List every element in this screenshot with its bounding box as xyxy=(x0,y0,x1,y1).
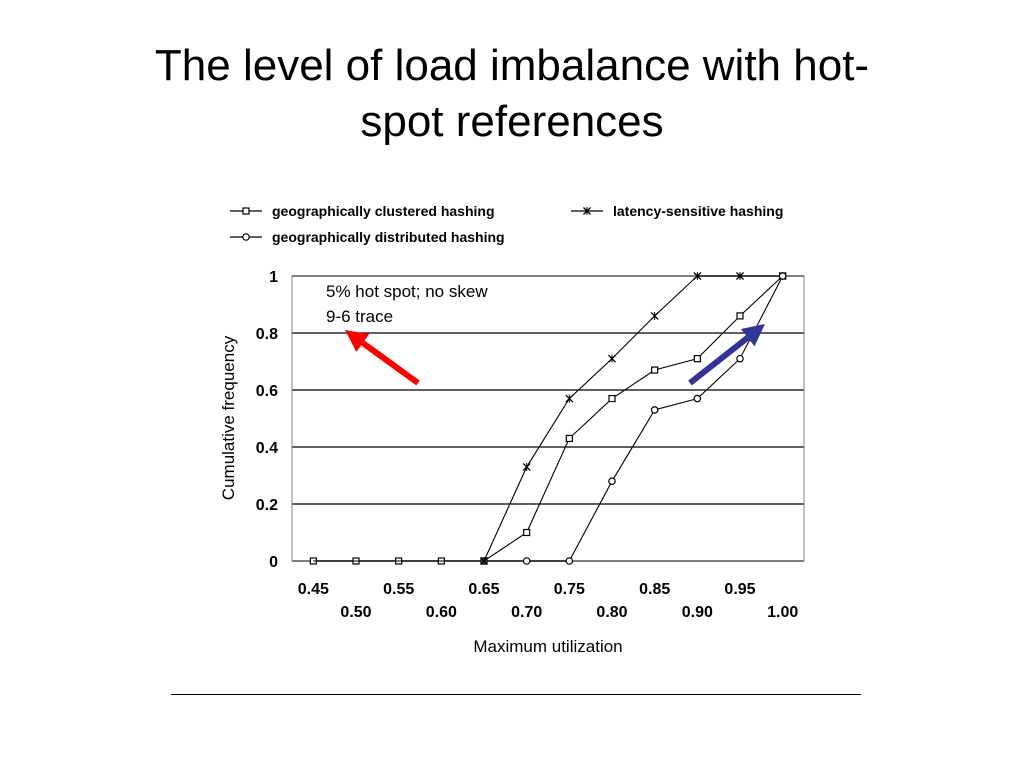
x-tick-labels: 0.45 0.50 0.55 0.60 0.65 0.70 0.75 0.80 0.85 0.90… xyxy=(298,581,799,621)
point-circle-1 xyxy=(565,557,574,565)
point-star-2 xyxy=(565,394,574,403)
legend-marker-circle xyxy=(242,233,250,241)
point-square-10 xyxy=(736,312,744,320)
x-tick-label-9: 0.90 xyxy=(682,604,713,621)
x-tick-label-10: 0.95 xyxy=(724,581,755,598)
annotation-line-0: 5% hot spot; no skew xyxy=(326,282,488,301)
chart-series xyxy=(309,272,787,565)
y-tick-labels: 0 0.2 0.4 0.6 0.8 1 xyxy=(256,269,278,571)
y-axis-label: Cumulative frequency xyxy=(219,335,238,500)
x-tick-label-0: 0.45 xyxy=(298,581,329,598)
point-circle-3 xyxy=(650,406,659,414)
red-arrow xyxy=(345,330,420,386)
point-circle-0 xyxy=(522,557,531,565)
x-tick-label-5: 0.70 xyxy=(511,604,542,621)
point-square-9 xyxy=(693,355,701,363)
x-axis-label: Maximum utilization xyxy=(473,637,622,656)
slide-title-line-2: spot references xyxy=(360,97,664,146)
x-tick-label-6: 0.75 xyxy=(554,581,585,598)
y-tick-label-0: 0 xyxy=(269,554,278,571)
point-star-5 xyxy=(693,272,702,280)
point-square-8 xyxy=(651,366,659,374)
point-star-4 xyxy=(650,311,659,320)
x-tick-label-4: 0.65 xyxy=(468,581,499,598)
y-tick-label-5: 1 xyxy=(269,269,278,286)
y-tick-label-4: 0.8 xyxy=(256,326,278,343)
x-tick-label-7: 0.80 xyxy=(596,604,627,621)
legend-label-star: latency-sensitive hashing xyxy=(613,203,783,219)
legend-entry-circle: geographically distributed hashing xyxy=(230,229,505,245)
x-tick-label-2: 0.55 xyxy=(383,581,414,598)
point-square-7 xyxy=(608,394,616,403)
x-tick-label-3: 0.60 xyxy=(426,604,457,621)
point-circle-5 xyxy=(736,354,744,363)
point-star-1 xyxy=(522,462,531,471)
y-tick-label-3: 0.6 xyxy=(256,383,278,400)
slide-title: The level of load imbalance with hot- sp… xyxy=(0,38,1024,150)
point-circle-2 xyxy=(608,477,616,486)
point-star-3 xyxy=(608,354,616,363)
slide-title-line-1: The level of load imbalance with hot- xyxy=(154,41,870,90)
chart-annotation: 5% hot spot; no skew 9-6 trace xyxy=(326,282,488,326)
legend-entry-square: geographically clustered hashing xyxy=(230,203,495,219)
point-circle-4 xyxy=(693,394,702,403)
series-circle xyxy=(313,272,787,565)
legend-label-square: geographically clustered hashing xyxy=(272,203,495,219)
legend-marker-star xyxy=(583,207,591,215)
series-line-circle xyxy=(313,275,784,562)
point-square-5 xyxy=(523,528,531,537)
y-tick-label-1: 0.2 xyxy=(256,497,278,514)
chart-legend: geographically clustered hashing latency-… xyxy=(230,203,783,245)
x-tick-label-1: 0.50 xyxy=(340,604,371,621)
point-star-6 xyxy=(736,272,744,280)
annotation-line-1: 9-6 trace xyxy=(326,307,393,326)
slide-divider xyxy=(171,694,861,695)
legend-label-circle: geographically distributed hashing xyxy=(272,229,505,245)
point-circle-6 xyxy=(778,272,787,280)
y-tick-label-2: 0.4 xyxy=(256,440,278,457)
legend-entry-star: latency-sensitive hashing xyxy=(571,203,783,219)
point-square-6 xyxy=(565,434,573,443)
legend-marker-square xyxy=(242,207,250,215)
blue-arrow xyxy=(688,324,765,386)
chart-arrows xyxy=(345,324,765,386)
x-tick-label-11: 1.00 xyxy=(767,604,798,621)
x-tick-label-8: 0.85 xyxy=(639,581,670,598)
